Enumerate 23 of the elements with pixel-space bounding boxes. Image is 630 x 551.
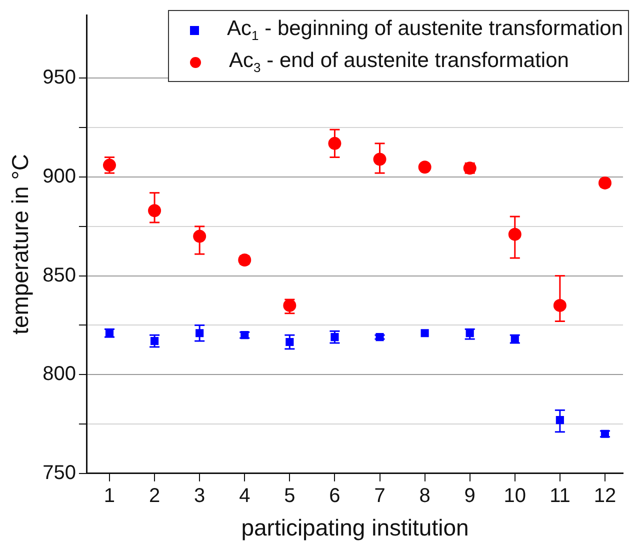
y-tick-label: 850 [42,264,76,286]
x-tick-label: 3 [194,484,206,507]
x-tick-label: 6 [329,484,340,507]
x-tick-label: 7 [374,484,386,507]
legend-label: Ac$_{1}$ - beginning of austenite transformation [227,16,623,44]
y-tick-label: 950 [42,66,76,89]
x-tick-label: 5 [284,484,296,507]
x-tick-label: 10 [504,484,526,507]
x-tick-label: 8 [419,484,430,507]
x-tick-label: 1 [104,484,116,507]
x-tick-label: 4 [239,484,250,507]
x-tick-label: 2 [148,484,160,507]
point [418,160,432,174]
x-axis-title: participating institution [241,514,469,541]
x-tick-label: 9 [464,484,476,507]
y-tick-label: 750 [42,462,76,484]
point [420,329,429,338]
x-tick-label: 11 [550,484,570,507]
y-axis-title: temperature in °C [7,154,34,334]
y-tick-label: 900 [42,166,76,188]
legend-label: Ac$_{3}$ - end of austenite transformation [229,48,569,76]
x-tick-label: 12 [594,484,616,507]
y-tick-label: 800 [42,363,76,386]
